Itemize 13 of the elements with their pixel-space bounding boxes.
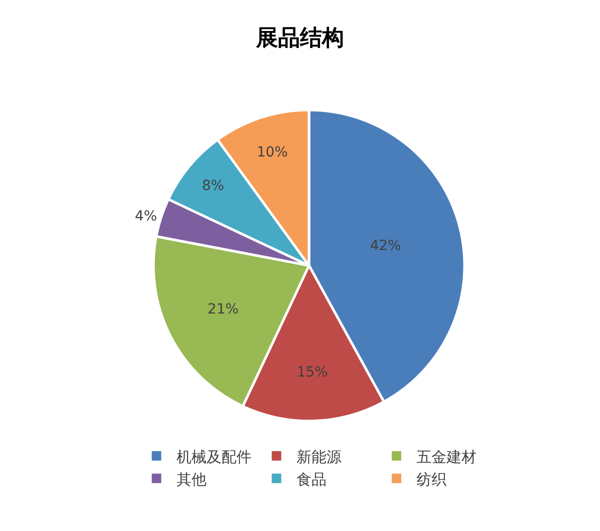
legend-label: 机械及配件: [176, 448, 252, 466]
legend-label: 其他: [176, 470, 206, 488]
data-label: 10%: [256, 144, 288, 161]
data-label: 15%: [296, 364, 328, 380]
legend-label: 五金建材: [416, 448, 476, 466]
data-label: 42%: [370, 238, 402, 254]
legend-label: 新能源: [296, 448, 342, 466]
data-label: 8%: [202, 178, 224, 194]
legend-label: 食品: [296, 470, 326, 488]
data-label: 21%: [208, 301, 239, 318]
legend-label: 纺织: [416, 470, 446, 488]
chart-title: 展品结构: [255, 26, 344, 51]
data-label: 4%: [134, 208, 158, 225]
